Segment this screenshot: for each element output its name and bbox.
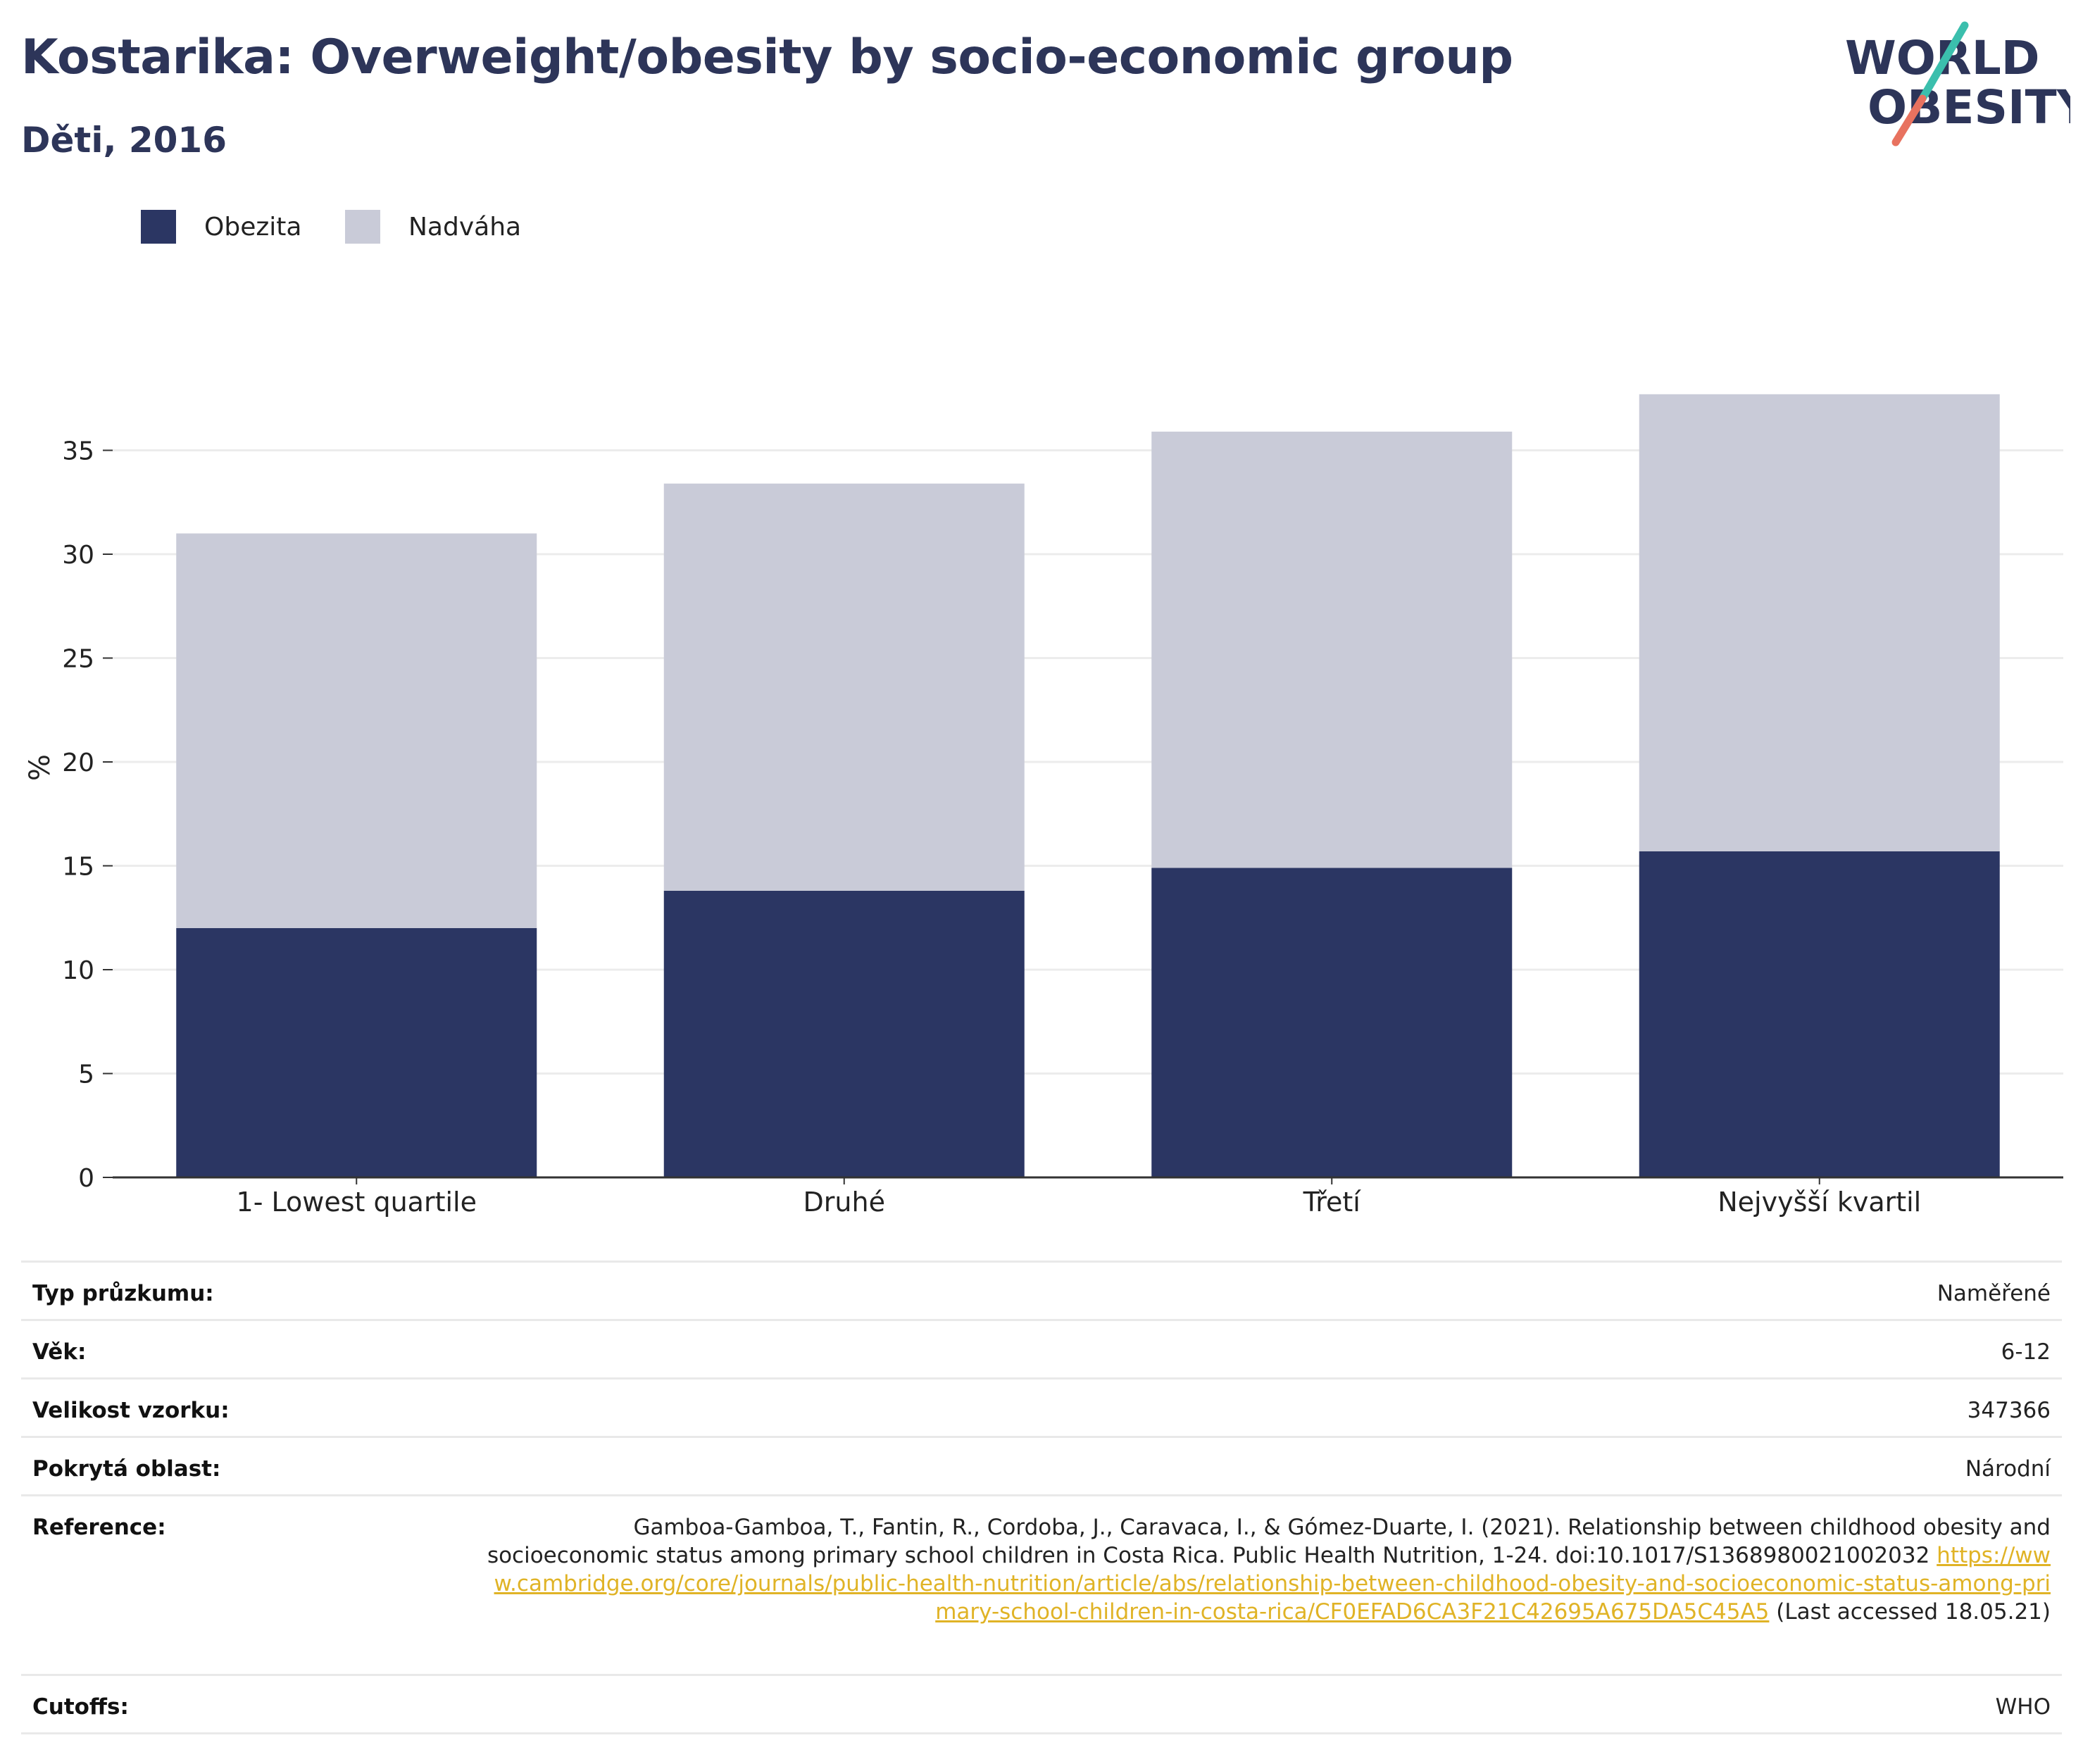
info-row-area: Pokrytá oblast: Národní <box>21 1436 2062 1496</box>
info-label-survey-type: Typ průzkumu: <box>21 1261 466 1320</box>
info-label-cutoffs: Cutoffs: <box>21 1674 466 1734</box>
axes: 0 5 10 15 20 25 30 35 1- Lowest quartile Druhé Tře… <box>24 437 2063 1218</box>
reference-link[interactable]: https://www.cambridge.org/core/journals/… <box>494 1543 2051 1625</box>
info-value-survey-type: Naměřené <box>466 1261 2062 1320</box>
info-row-reference: Reference: Gamboa-Gamboa, T., Fantin, R.… <box>21 1494 2062 1675</box>
info-value-sample-size: 347366 <box>466 1377 2062 1437</box>
reference-citation: Gamboa-Gamboa, T., Fantin, R., Cordoba, … <box>487 1515 2051 1568</box>
info-label-reference: Reference: <box>21 1494 466 1675</box>
info-value-reference: Gamboa-Gamboa, T., Fantin, R., Cordoba, … <box>466 1494 2062 1675</box>
info-row-age: Věk: 6-12 <box>21 1319 2062 1379</box>
legend-swatch-obezita <box>141 210 176 244</box>
reference-accessed: (Last accessed 18.05.21) <box>1776 1599 2051 1625</box>
legend-label-nadvaha: Nadváha <box>408 213 522 242</box>
y-tick-label-25: 25 <box>62 645 94 674</box>
info-label-age: Věk: <box>21 1319 466 1379</box>
y-axis-label: % <box>24 754 56 781</box>
bar-obezita-0[interactable] <box>176 928 537 1177</box>
y-tick-label-5: 5 <box>78 1061 94 1089</box>
bar-obezita-1[interactable] <box>663 890 1025 1177</box>
y-tick-label-10: 10 <box>62 956 94 985</box>
info-row-sample-size: Velikost vzorku: 347366 <box>21 1377 2062 1437</box>
x-tick-label-3: Nejvyšší kvartil <box>1718 1187 1921 1218</box>
y-tick-label-20: 20 <box>62 749 94 777</box>
info-value-age: 6-12 <box>466 1319 2062 1379</box>
y-tick-label-35: 35 <box>62 437 94 466</box>
bar-nadvaha-1[interactable] <box>663 483 1025 891</box>
info-label-area: Pokrytá oblast: <box>21 1436 466 1496</box>
stacked-bar-chart: 0 5 10 15 20 25 30 35 1- Lowest quartile Druhé Tře… <box>24 394 2063 1218</box>
info-label-sample-size: Velikost vzorku: <box>21 1377 466 1437</box>
bar-obezita-2[interactable] <box>1151 868 1513 1177</box>
bar-nadvaha-0[interactable] <box>176 533 537 929</box>
logo-slash-top <box>1918 21 1969 103</box>
chart-title: Kostarika: Overweight/obesity by socio-e… <box>21 30 1513 85</box>
legend-swatch-nadvaha <box>345 210 380 244</box>
info-row-survey-type: Typ průzkumu: Naměřené <box>21 1261 2062 1320</box>
info-row-cutoffs: Cutoffs: WHO <box>21 1674 2062 1734</box>
x-tick-label-0: 1- Lowest quartile <box>237 1187 477 1218</box>
bar-obezita-3[interactable] <box>1639 851 2000 1177</box>
bar-nadvaha-2[interactable] <box>1151 431 1513 868</box>
chart-subtitle: Děti, 2016 <box>21 120 227 161</box>
y-tick-label-15: 15 <box>62 853 94 882</box>
info-value-area: Národní <box>466 1436 2062 1496</box>
legend-label-obezita: Obezita <box>204 213 302 242</box>
info-value-cutoffs: WHO <box>466 1674 2062 1734</box>
y-tick-label-30: 30 <box>62 541 94 570</box>
y-tick-label-0: 0 <box>78 1164 94 1193</box>
survey-info-table: Typ průzkumu: Naměřené Věk: 6-12 Velikos… <box>21 1261 2062 1734</box>
logo-slash-bottom <box>1891 94 1927 146</box>
logo-word-obesity: OBESITY <box>1868 80 2070 135</box>
x-tick-label-1: Druhé <box>803 1187 885 1218</box>
bars <box>176 394 2000 1177</box>
world-obesity-logo: WORLD OBESITY <box>1845 21 2070 146</box>
bar-nadvaha-3[interactable] <box>1639 394 2000 851</box>
x-tick-label-2: Třetí <box>1303 1187 1362 1218</box>
